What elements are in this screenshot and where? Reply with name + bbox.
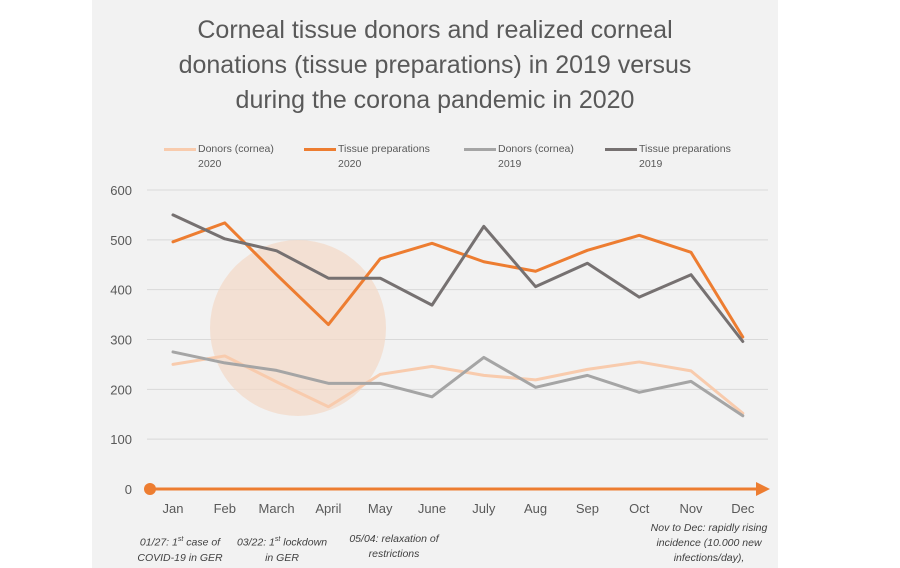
x-tick-label: Sep bbox=[576, 501, 599, 516]
lockdown-highlight-circle bbox=[210, 240, 386, 416]
x-tick-label: April bbox=[315, 501, 341, 516]
x-tick-label: June bbox=[418, 501, 446, 516]
legend-label-year: 2020 bbox=[198, 158, 222, 170]
y-tick-label: 100 bbox=[110, 432, 132, 447]
annotation-rising-incidence: Nov to Dec: rapidly rising incidence (10… bbox=[650, 522, 768, 564]
y-tick-label: 500 bbox=[110, 233, 132, 248]
legend-item-tissue-2020: Tissue preparations 2020 bbox=[338, 142, 430, 172]
x-tick-label: Jan bbox=[163, 501, 184, 516]
legend-label: Donors (cornea) bbox=[498, 143, 574, 155]
legend-label: Tissue preparations bbox=[338, 143, 430, 155]
series-line-2 bbox=[171, 350, 745, 418]
chart-title-line-2: donations (tissue preparations) in 2019 … bbox=[178, 51, 692, 79]
legend-swatch-donors-2020 bbox=[164, 148, 196, 151]
legend-swatch-tissue-2019 bbox=[605, 148, 637, 151]
legend-label-year: 2020 bbox=[338, 158, 362, 170]
timeline-arrowhead bbox=[756, 482, 770, 496]
chart-panel bbox=[92, 0, 778, 568]
timeline-axis bbox=[144, 482, 770, 496]
y-tick-label: 400 bbox=[110, 283, 132, 298]
annotation-relaxation: 05/04: relaxation of restrictions bbox=[349, 533, 439, 560]
y-axis-ticks: 0 100 200 300 400 500 600 bbox=[110, 183, 132, 497]
legend-swatch-tissue-2020 bbox=[304, 148, 336, 151]
x-tick-label: Dec bbox=[731, 501, 755, 516]
legend-label: Tissue preparations bbox=[639, 143, 731, 155]
x-tick-label: Oct bbox=[629, 501, 650, 516]
annotation-first-case: 01/27: 1st case of COVID-19 in GER bbox=[137, 536, 223, 564]
data-series bbox=[171, 213, 745, 418]
legend-swatch-donors-2019 bbox=[464, 148, 496, 151]
x-axis-ticks: Jan Feb March April May June July Aug Sep Oct Nov D… bbox=[163, 501, 755, 516]
legend-label: Donors (cornea) bbox=[198, 143, 274, 155]
timeline-start-dot bbox=[144, 483, 156, 495]
x-tick-label: July bbox=[472, 501, 496, 516]
chart-title-line-3: during the corona pandemic in 2020 bbox=[235, 86, 635, 114]
x-tick-label: March bbox=[259, 501, 295, 516]
x-tick-label: May bbox=[368, 501, 393, 516]
series-line-0 bbox=[171, 354, 745, 415]
legend-item-donors-2020: Donors (cornea) 2020 bbox=[198, 142, 274, 172]
chart-title-line-1: Corneal tissue donors and realized corne… bbox=[197, 16, 673, 44]
series-line-1 bbox=[171, 221, 745, 339]
legend-label-year: 2019 bbox=[639, 158, 663, 170]
y-tick-label: 300 bbox=[110, 333, 132, 348]
x-tick-label: Aug bbox=[524, 501, 547, 516]
x-tick-label: Nov bbox=[679, 501, 703, 516]
legend-item-tissue-2019: Tissue preparations 2019 bbox=[639, 142, 731, 172]
annotation-first-lockdown: 03/22: 1st lockdown in GER bbox=[236, 536, 328, 564]
legend-label-year: 2019 bbox=[498, 158, 522, 170]
y-tick-label: 200 bbox=[110, 382, 132, 397]
legend-item-donors-2019: Donors (cornea) 2019 bbox=[498, 142, 574, 172]
y-tick-label: 600 bbox=[110, 183, 132, 198]
x-tick-label: Feb bbox=[214, 501, 236, 516]
y-tick-label: 0 bbox=[125, 482, 132, 497]
series-line-3 bbox=[171, 213, 745, 343]
